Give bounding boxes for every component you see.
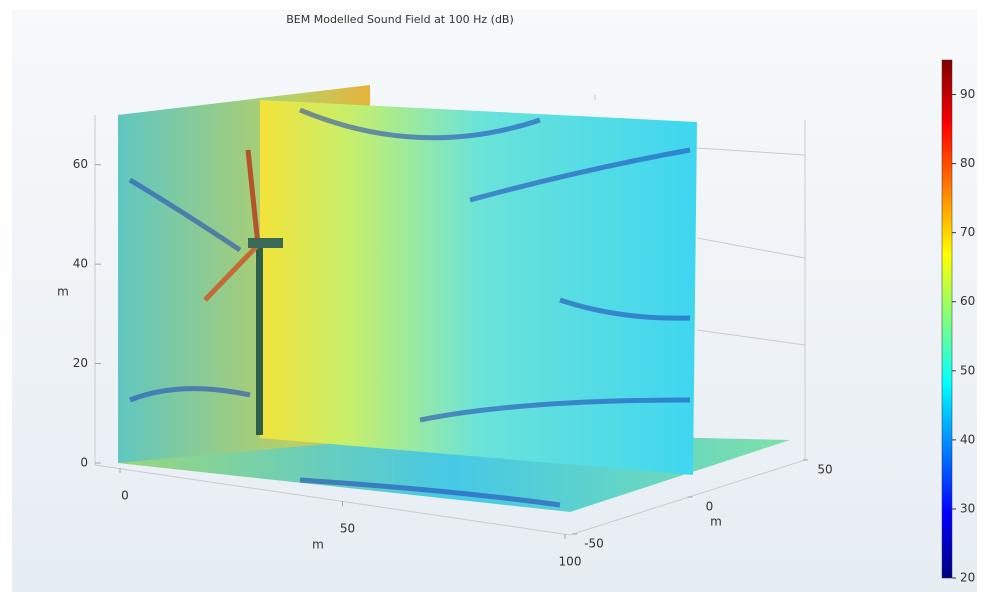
y-tick-label: -50 [584,537,604,551]
colorbar-tick-label: 40 [960,432,975,446]
colorbar-tick-label: 30 [960,501,975,515]
x-tick-label: 100 [559,555,582,569]
x-tick-label: 50 [340,522,355,536]
back-slice [260,100,697,475]
z-tick-label: 0 [80,456,88,470]
z-axis-label: m [57,285,69,299]
x-axis-label: m [312,538,324,552]
chart-title: BEM Modelled Sound Field at 100 Hz (dB) [286,13,514,26]
colorbar-tick-label: 80 [960,156,975,170]
colorbar-tick-label: 50 [960,363,975,377]
field-pattern [128,107,691,508]
y-tick-label: 0 [706,500,714,514]
y-tick-label: 50 [817,463,832,477]
colorbar-tick-label: 70 [960,225,975,239]
colorbar-tick-label: 60 [960,294,975,308]
x-tick-label: 0 [121,489,129,503]
y-axis-label: m [710,515,722,529]
colorbar-tick-label: 90 [960,87,975,101]
z-tick-label: 20 [73,356,88,370]
turbine [203,149,283,435]
colorbar [941,59,953,579]
colorbar-tick-label: 20 [960,571,975,585]
z-tick-label: 40 [73,257,88,271]
z-tick-label: 60 [73,157,88,171]
